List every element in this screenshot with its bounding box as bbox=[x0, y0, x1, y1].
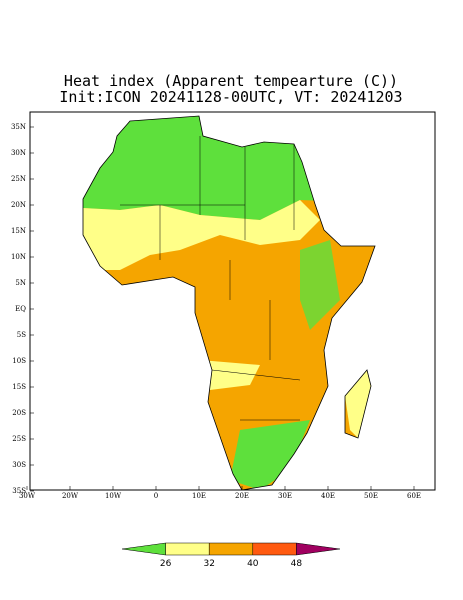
lon-label: 10E bbox=[192, 492, 206, 500]
colorbar-segment bbox=[208, 542, 254, 556]
lat-label: 5N bbox=[15, 279, 26, 287]
lon-label: 20W bbox=[62, 492, 79, 500]
longitude-labels: 30W 20W 10W 0 10E 20E 30E 40E 50E 60E bbox=[19, 486, 421, 500]
colorbar-label: 32 bbox=[203, 559, 214, 569]
colorbar-segment bbox=[165, 542, 210, 556]
lat-label: 30N bbox=[11, 149, 26, 157]
lat-label: 20N bbox=[11, 201, 26, 209]
lat-label: 20S bbox=[12, 409, 26, 417]
title-line-1: Heat index (Apparent tempearture (C)) bbox=[64, 72, 398, 90]
lat-label: 15N bbox=[11, 227, 26, 235]
colorbar-segment bbox=[121, 542, 166, 556]
colorbar-label: 48 bbox=[291, 559, 303, 569]
title-line-2: Init:ICON 20241128-00UTC, VT: 20241203 bbox=[59, 88, 402, 106]
colorbar-label: 26 bbox=[160, 559, 172, 569]
lat-label: 5S bbox=[17, 331, 26, 339]
lat-label: EQ bbox=[15, 305, 26, 313]
lat-label: 10N bbox=[11, 253, 26, 261]
latitude-labels: 35N 30N 25N 20N 15N 10N 5N EQ 5S 10S 15S 20S 25S 30S 3… bbox=[11, 123, 34, 495]
lat-label: 35S bbox=[12, 487, 26, 495]
lat-label: 15S bbox=[12, 383, 26, 391]
colorbar-label: 40 bbox=[247, 559, 259, 569]
colorbar: 26 32 40 48 bbox=[121, 542, 341, 569]
coastline bbox=[82, 115, 376, 491]
colorbar-segment bbox=[252, 542, 297, 556]
lon-label: 30E bbox=[278, 492, 292, 500]
lon-label: 40E bbox=[321, 492, 335, 500]
lat-label: 10S bbox=[12, 357, 26, 365]
lat-label: 25S bbox=[12, 435, 26, 443]
lat-label: 30S bbox=[12, 461, 26, 469]
lon-label: 50E bbox=[364, 492, 378, 500]
lon-label: 60E bbox=[407, 492, 421, 500]
lat-label: 25N bbox=[11, 175, 26, 183]
lon-label: 0 bbox=[154, 492, 158, 500]
lon-label: 20E bbox=[235, 492, 249, 500]
lat-label: 35N bbox=[11, 123, 26, 131]
lon-label: 10W bbox=[105, 492, 122, 500]
lon-label: 30W bbox=[19, 492, 36, 500]
colorbar-segment bbox=[296, 542, 341, 556]
